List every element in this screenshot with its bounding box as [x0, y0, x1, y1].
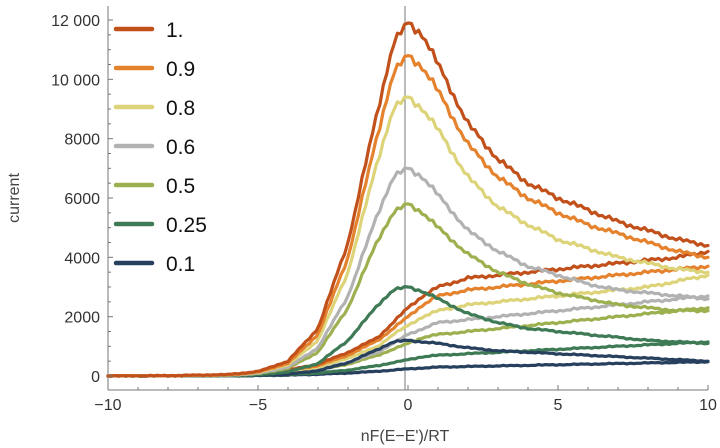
y-tick-label: 0: [91, 369, 100, 386]
series-line-1-forward: [106, 21, 710, 378]
x-tick-label: 0: [404, 397, 413, 414]
legend: 1. 0.9 0.8 0.6 0.5 0.25 0.1: [113, 19, 207, 276]
y-tick-label: 12 000: [51, 13, 100, 30]
x-ticks: −10 −5 0 5 10: [94, 385, 717, 414]
y-tick-label: 10 000: [51, 72, 100, 89]
x-axis-label: nF(E−E')/RT: [361, 428, 450, 445]
legend-label: 1.: [166, 19, 184, 42]
series-layer: [106, 21, 710, 378]
x-tick-label: −10: [94, 397, 121, 414]
plot-area: −10 −5 0 5 10 0 2000 4000 6000 8000 10 000 12 000: [51, 6, 717, 414]
y-tick-label: 8000: [64, 132, 100, 149]
x-tick-label: 5: [554, 397, 563, 414]
x-tick-label: −5: [249, 397, 267, 414]
y-ticks: 0 2000 4000 6000 8000 10 000 12 000: [51, 13, 113, 386]
x-tick-label: 10: [699, 397, 717, 414]
y-tick-label: 4000: [64, 250, 100, 267]
legend-label: 0.25: [166, 214, 207, 237]
y-tick-label: 6000: [64, 191, 100, 208]
legend-label: 0.5: [166, 175, 195, 198]
series-line-025-reverse: [106, 340, 710, 378]
legend-label: 0.8: [166, 97, 195, 120]
legend-label: 0.1: [166, 253, 195, 276]
y-tick-label: 2000: [64, 310, 100, 327]
legend-label: 0.6: [166, 136, 195, 159]
y-axis-label: current: [6, 173, 23, 223]
legend-label: 0.9: [166, 58, 195, 81]
